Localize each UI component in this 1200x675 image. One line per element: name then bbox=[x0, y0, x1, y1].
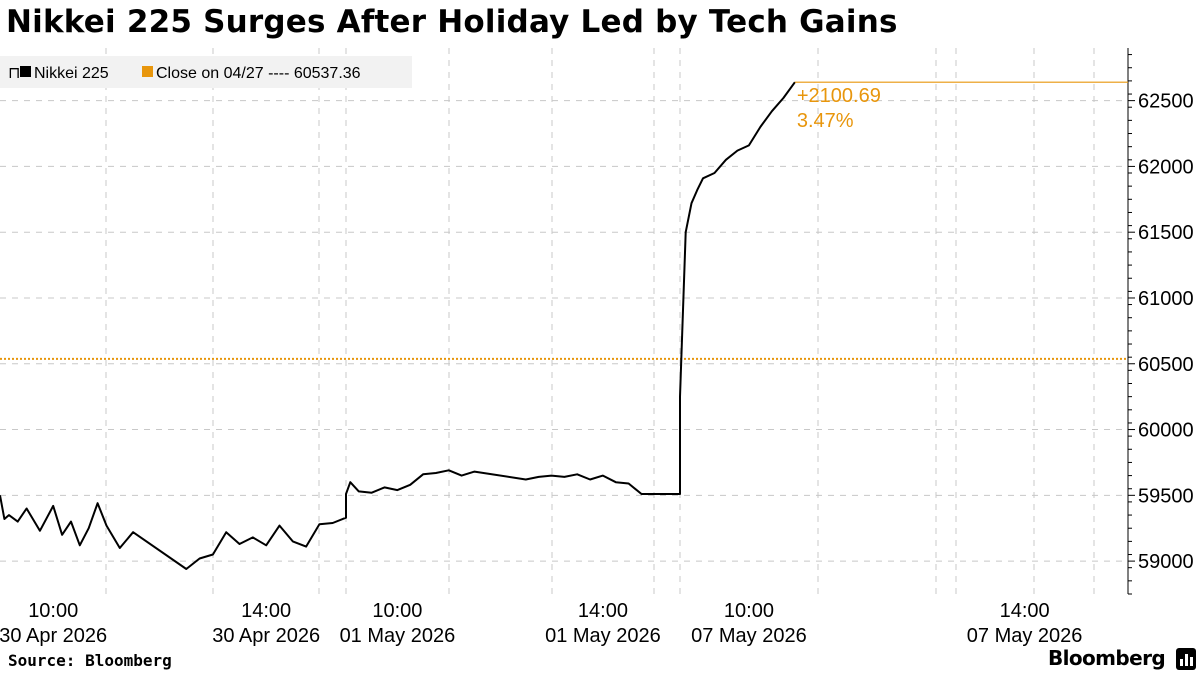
brand-logo: Bloomberg bbox=[1048, 646, 1166, 670]
legend-swatch bbox=[142, 66, 153, 77]
legend-swatch bbox=[20, 66, 31, 77]
x-tick-time: 10:00 bbox=[724, 600, 774, 622]
annotation: +2100.69 3.47% bbox=[794, 81, 1128, 132]
legend-label: Nikkei 225 bbox=[34, 65, 109, 82]
x-tick-time: 14:00 bbox=[578, 600, 628, 622]
change-label: +2100.69 bbox=[797, 85, 881, 107]
x-tick-time: 10:00 bbox=[372, 600, 422, 622]
legend-label: Close on 04/27 ---- 60537.36 bbox=[156, 65, 361, 82]
x-tick-date: 07 May 2026 bbox=[691, 625, 807, 647]
y-tick-label: 60500 bbox=[1138, 354, 1194, 376]
y-tick-label: 60000 bbox=[1138, 420, 1194, 442]
y-tick-label: 61000 bbox=[1138, 288, 1194, 310]
chart-title: Nikkei 225 Surges After Holiday Led by T… bbox=[6, 4, 898, 40]
x-tick-time: 14:00 bbox=[1000, 600, 1050, 622]
bloomberg-bars-icon bbox=[1176, 648, 1196, 670]
x-tick-date: 30 Apr 2026 bbox=[0, 625, 107, 647]
y-tick-label: 59500 bbox=[1138, 485, 1194, 507]
source-note: Source: Bloomberg bbox=[8, 651, 172, 670]
x-tick-time: 14:00 bbox=[241, 600, 291, 622]
x-tick-date: 01 May 2026 bbox=[545, 625, 661, 647]
x-tick-date: 01 May 2026 bbox=[340, 625, 456, 647]
legend: Nikkei 225 Close on 04/27 ---- 60537.36 ⊓ bbox=[0, 56, 412, 88]
series-line-nikkei-225 bbox=[0, 81, 796, 570]
legend-box bbox=[0, 56, 412, 88]
legend-handle-icon: ⊓ bbox=[8, 65, 20, 82]
y-tick-label: 59000 bbox=[1138, 551, 1194, 573]
x-tick-date: 30 Apr 2026 bbox=[212, 625, 320, 647]
x-tick-time: 10:00 bbox=[28, 600, 78, 622]
axis: 59000 59500 60000 60500 61000 61500 62000 62500… bbox=[0, 48, 1194, 647]
y-tick-label: 62000 bbox=[1138, 156, 1194, 178]
x-tick-date: 07 May 2026 bbox=[967, 625, 1083, 647]
series-layer bbox=[0, 81, 796, 570]
y-tick-label: 61500 bbox=[1138, 222, 1194, 244]
percent-label: 3.47% bbox=[797, 110, 854, 132]
y-tick-label: 62500 bbox=[1138, 91, 1194, 113]
grid bbox=[0, 48, 1128, 594]
